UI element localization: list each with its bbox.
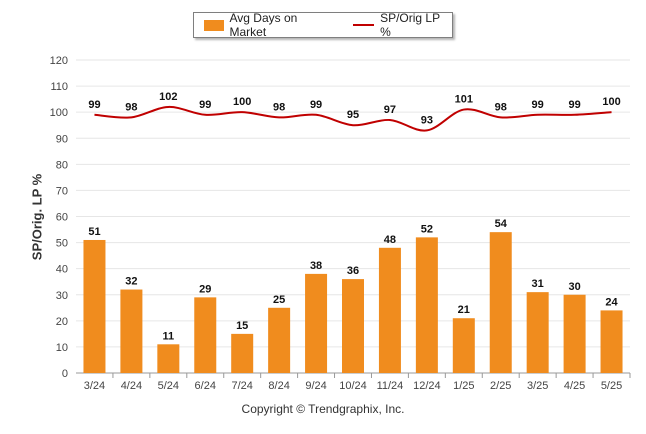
line-series <box>94 105 612 132</box>
line-data-label: 98 <box>273 101 285 113</box>
legend-bar-label: Avg Days on Market <box>229 11 298 39</box>
x-tick-label: 9/24 <box>305 380 326 392</box>
legend-bar-swatch <box>204 19 224 31</box>
line-data-label: 99 <box>568 99 580 111</box>
bar <box>305 273 328 373</box>
line-data-label: 101 <box>455 94 473 106</box>
bar <box>489 232 512 373</box>
legend-item-line[interactable]: SP/Orig LP % <box>352 11 452 39</box>
y-tick-label: 20 <box>56 316 68 328</box>
x-tick-label: 6/24 <box>195 380 216 392</box>
y-tick-label: 90 <box>56 133 68 145</box>
line-data-label: 99 <box>199 99 211 111</box>
y-tick-label: 40 <box>56 264 68 276</box>
bar-data-label: 21 <box>458 304 470 316</box>
bar <box>194 297 217 373</box>
legend-line-swatch <box>352 24 375 26</box>
bar-data-label: 38 <box>310 260 322 272</box>
bar <box>157 344 180 373</box>
y-tick-label: 110 <box>50 81 68 93</box>
bar-data-label: 15 <box>236 320 248 332</box>
bar-data-label: 25 <box>273 294 285 306</box>
line-data-label: 100 <box>602 96 620 108</box>
bar-data-label: 31 <box>532 278 544 290</box>
bar <box>268 307 291 373</box>
line-data-label: 99 <box>88 99 100 111</box>
line-data-label: 98 <box>125 101 137 113</box>
y-tick-label: 80 <box>56 159 68 171</box>
line-data-label: 102 <box>159 91 177 103</box>
line-data-label: 97 <box>384 104 396 116</box>
line-data-label: 95 <box>347 109 359 121</box>
y-tick-label: 10 <box>56 342 68 354</box>
bar-data-label: 24 <box>605 296 618 308</box>
bar <box>378 247 401 373</box>
y-tick-label: 120 <box>50 55 68 67</box>
bar <box>415 237 438 373</box>
bar <box>120 289 143 373</box>
bar <box>342 279 364 373</box>
bar-data-label: 32 <box>125 276 137 288</box>
x-tick-label: 4/24 <box>121 380 142 392</box>
y-tick-label: 100 <box>50 107 68 119</box>
x-tick-label: 3/25 <box>527 380 548 392</box>
bar <box>452 318 475 373</box>
legend-item-bars[interactable]: Avg Days on Market <box>204 11 335 39</box>
y-tick-label: 60 <box>56 212 68 224</box>
x-tick-label: 2/25 <box>490 380 511 392</box>
bar-data-label: 36 <box>347 265 359 277</box>
y-tick-label: 0 <box>62 368 68 380</box>
x-tick-label: 11/24 <box>377 380 404 392</box>
bar-data-label: 29 <box>199 283 211 295</box>
bar-data-label: 48 <box>384 234 396 246</box>
y-tick-label: 30 <box>56 290 68 302</box>
x-tick-label: 7/24 <box>231 380 252 392</box>
bar <box>526 292 549 373</box>
bar-data-label: 54 <box>495 218 508 230</box>
x-tick-label: 5/25 <box>601 380 622 392</box>
line-data-label: 100 <box>233 96 251 108</box>
bar <box>83 239 106 373</box>
x-tick-label: 12/24 <box>413 380 441 392</box>
bar <box>231 333 254 373</box>
x-tick-label: 10/24 <box>339 380 367 392</box>
copyright-text: Copyright © Trendgraphix, Inc. <box>241 402 405 416</box>
y-axis-label: SP/Orig. LP % <box>29 173 45 261</box>
line-data-label: 93 <box>421 114 433 126</box>
x-tick-label: 1/25 <box>453 380 474 392</box>
bar-data-label: 52 <box>421 223 433 235</box>
bar-data-label: 30 <box>568 281 580 293</box>
legend-line-label: SP/Orig LP % <box>380 11 440 39</box>
bar-data-label: 11 <box>163 330 175 342</box>
line-data-label: 98 <box>495 101 507 113</box>
x-tick-label: 3/24 <box>84 380 105 392</box>
line-data-label: 99 <box>310 99 322 111</box>
x-tick-label: 4/25 <box>564 380 585 392</box>
y-tick-label: 50 <box>56 238 68 250</box>
legend: Avg Days on Market SP/Orig LP % <box>193 11 453 39</box>
x-tick-label: 8/24 <box>268 380 289 392</box>
bar-data-label: 51 <box>88 226 100 238</box>
line-data-label: 99 <box>532 99 544 111</box>
y-tick-label: 70 <box>56 185 68 197</box>
bar <box>563 294 586 373</box>
bar <box>600 310 623 373</box>
x-tick-label: 5/24 <box>158 380 179 392</box>
